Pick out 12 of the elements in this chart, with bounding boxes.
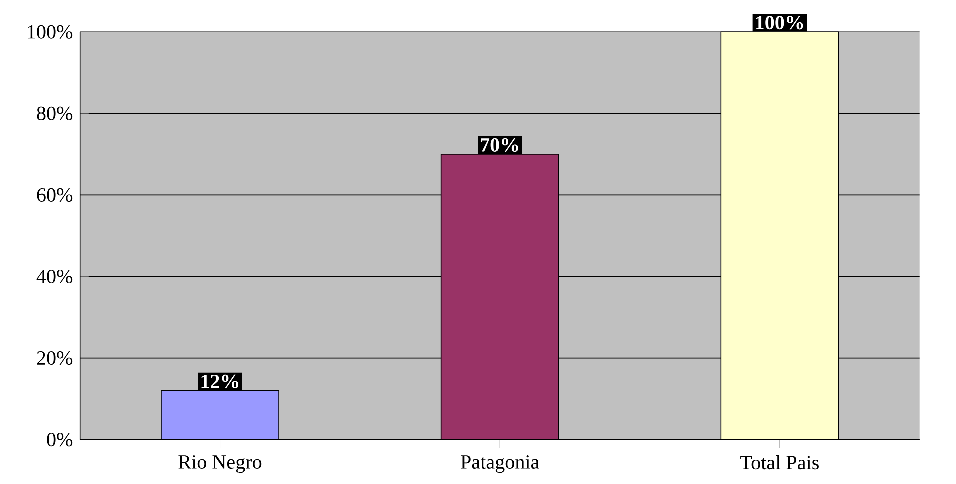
y-tick-label: 20% xyxy=(37,351,73,366)
y-tick-label: 60% xyxy=(37,188,73,202)
y-tick-label: 40% xyxy=(36,270,73,284)
y-tick-label: 100% xyxy=(28,25,73,39)
data-label: 12% xyxy=(202,374,238,388)
y-tick-label: 0% xyxy=(47,433,73,447)
data-label: 70% xyxy=(481,138,518,152)
data-label: 100% xyxy=(756,16,804,30)
x-tick-label: Total Pais xyxy=(740,455,819,470)
x-tick-label: Rio Negro xyxy=(178,456,262,474)
y-tick-label: 80% xyxy=(37,106,73,120)
x-tick-label: Patagonia xyxy=(461,456,540,474)
